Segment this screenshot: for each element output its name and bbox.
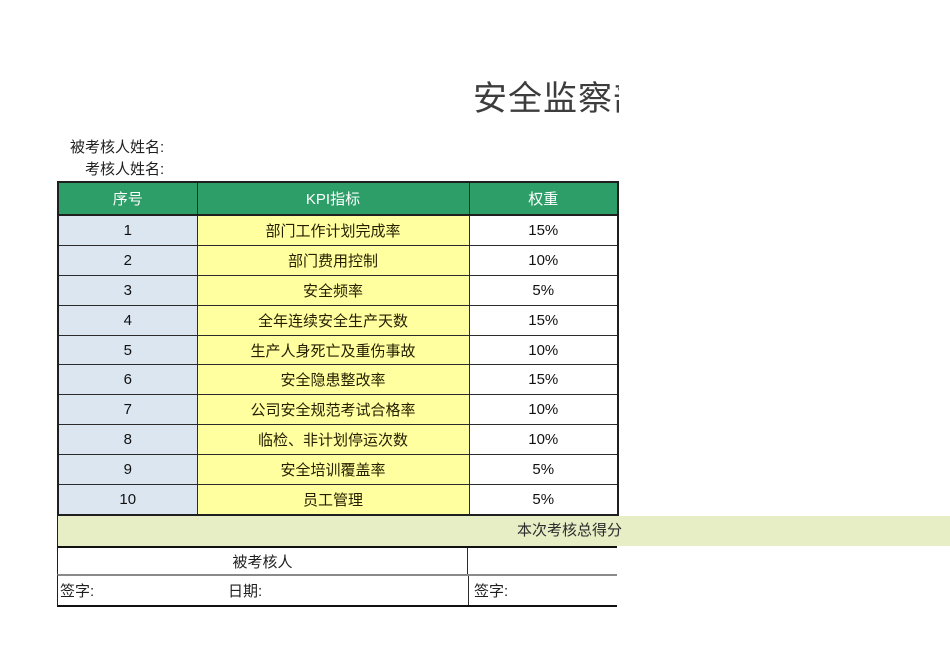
table-row: 5 生产人身死亡及重伤事故 10% — [57, 334, 619, 366]
cell-kpi: 安全频率 — [196, 274, 470, 306]
cell-weight: 10% — [468, 394, 619, 426]
cell-weight: 5% — [468, 454, 619, 485]
table-row: 4 全年连续安全生产天数 15% — [57, 304, 619, 336]
assessee-signature-row: 被考核人 — [57, 546, 617, 574]
assessee-name-label: 被考核人姓名: — [70, 139, 165, 156]
cell-kpi: 安全隐患整改率 — [196, 364, 470, 396]
cell-weight: 10% — [468, 334, 619, 366]
total-score-label: 本次考核总得分 — [517, 522, 623, 539]
title-clipped-char: 部 — [613, 71, 619, 120]
cell-kpi: 公司安全规范考试合格率 — [196, 394, 470, 426]
total-score-value-area[interactable] — [618, 516, 948, 546]
signature-row-divider — [468, 576, 469, 605]
cell-no: 9 — [57, 454, 198, 485]
sign-label-left: 签字: — [60, 583, 95, 600]
cell-weight: 15% — [468, 214, 619, 247]
cell-kpi: 临检、非计划停运次数 — [196, 424, 470, 456]
cell-no: 8 — [57, 424, 198, 456]
cell-kpi: 安全培训覆盖率 — [196, 454, 470, 485]
cell-no: 5 — [57, 334, 198, 366]
page-title-wrap: 安全监察部 — [473, 72, 619, 118]
table-row: 2 部门费用控制 10% — [57, 245, 619, 276]
table-row: 7 公司安全规范考试合格率 10% — [57, 394, 619, 426]
cell-weight: 15% — [468, 304, 619, 336]
assessor-name-label: 考核人姓名: — [85, 161, 165, 178]
cell-kpi: 员工管理 — [196, 483, 470, 516]
kpi-table: 序号 KPI指标 权重 1 部门工作计划完成率 15% 2 部门费用控制 10%… — [57, 181, 619, 516]
table-row: 9 安全培训覆盖率 5% — [57, 454, 619, 485]
cell-weight: 10% — [468, 424, 619, 456]
total-score-band: 本次考核总得分 — [57, 516, 950, 546]
kpi-table-header-row: 序号 KPI指标 权重 — [57, 181, 619, 216]
cell-kpi: 部门费用控制 — [196, 245, 470, 276]
cell-weight: 10% — [468, 245, 619, 276]
cell-no: 6 — [57, 364, 198, 396]
assessee-name-input-area[interactable] — [178, 134, 338, 154]
table-row: 10 员工管理 5% — [57, 483, 619, 516]
header-cell-weight: 权重 — [468, 181, 619, 216]
cell-no: 10 — [57, 483, 198, 516]
cell-kpi: 生产人身死亡及重伤事故 — [196, 334, 470, 366]
assessee-cell-label: 被考核人 — [58, 548, 468, 574]
sign-label-right: 签字: — [474, 583, 509, 600]
cell-no: 2 — [57, 245, 198, 276]
signature-date-row: 签字: 日期: 签字: — [57, 574, 617, 607]
table-row: 3 安全频率 5% — [57, 274, 619, 306]
table-row: 6 安全隐患整改率 15% — [57, 364, 619, 396]
date-label: 日期: — [228, 583, 263, 600]
cell-no: 1 — [57, 214, 198, 247]
assessee-score-cell[interactable] — [468, 548, 618, 574]
assessor-name-input-area[interactable] — [178, 156, 338, 176]
table-row: 1 部门工作计划完成率 15% — [57, 214, 619, 247]
cell-no: 3 — [57, 274, 198, 306]
cell-kpi: 部门工作计划完成率 — [196, 214, 470, 247]
header-cell-no: 序号 — [57, 181, 198, 216]
cell-weight: 5% — [468, 483, 619, 516]
cell-no: 7 — [57, 394, 198, 426]
cell-weight: 15% — [468, 364, 619, 396]
cell-kpi: 全年连续安全生产天数 — [196, 304, 470, 336]
cell-weight: 5% — [468, 274, 619, 306]
table-row: 8 临检、非计划停运次数 10% — [57, 424, 619, 456]
page-title: 安全监察 — [473, 79, 613, 118]
cell-no: 4 — [57, 304, 198, 336]
header-cell-kpi: KPI指标 — [196, 181, 470, 216]
